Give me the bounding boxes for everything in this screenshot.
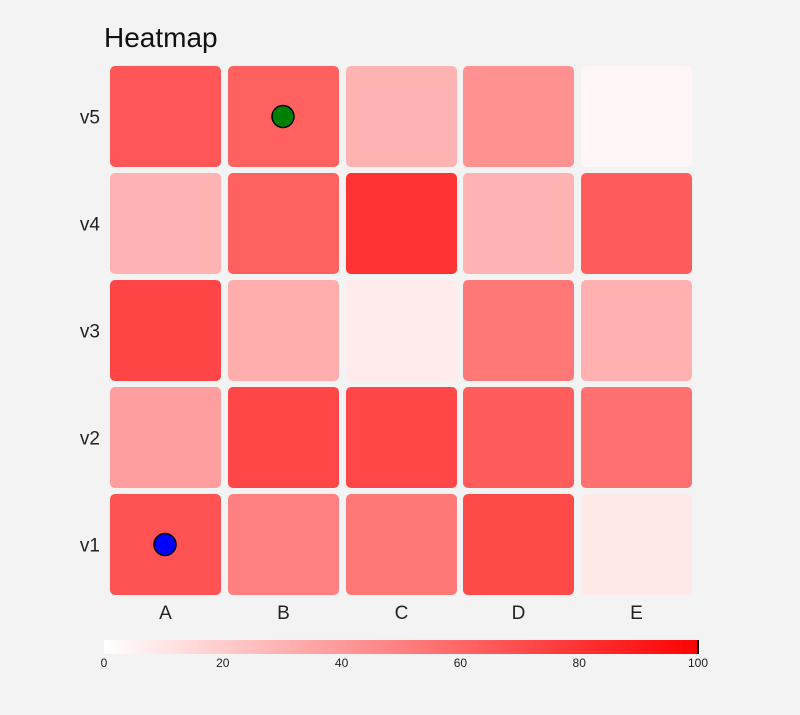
colorbar-tick-80: 80 [573,656,587,670]
heatmap-cell-B-v3 [228,280,339,381]
y-label-v2: v2 [80,429,100,450]
y-label-v4: v4 [80,215,101,236]
heatmap-cell-C-v4 [346,173,457,274]
colorbar-tick-60: 60 [454,656,468,670]
chart-title: Heatmap [104,22,218,53]
heatmap-cell-E-v3 [581,280,692,381]
heatmap-cell-B-v4 [228,173,339,274]
x-label-B: B [277,603,290,624]
y-label-v5: v5 [80,108,100,129]
marker-B-v5 [271,104,295,129]
x-label-E: E [630,603,643,624]
x-label-A: A [159,603,172,624]
y-label-v3: v3 [80,322,100,343]
overlay-markers [153,104,295,557]
heatmap-cell-D-v5 [463,66,574,167]
heatmap-cell-E-v1 [581,494,692,595]
colorbar-tick-20: 20 [216,656,230,670]
x-label-D: D [512,603,526,624]
heatmap-cell-E-v4 [581,173,692,274]
heatmap-cell-D-v4 [463,173,574,274]
heatmap-cell-A-v3 [110,280,221,381]
heatmap-cell-C-v2 [346,387,457,488]
marker-A-v1 [153,532,177,557]
heatmap-cell-D-v2 [463,387,574,488]
heatmap-cell-C-v5 [346,66,457,167]
colorbar-tick-100: 100 [688,656,708,670]
heatmap-cell-A-v4 [110,173,221,274]
heatmap-cell-E-v5 [581,66,692,167]
x-axis-labels: A B C D E [159,603,643,624]
heatmap-cell-D-v1 [463,494,574,595]
colorbar: 0 20 40 60 80 100 [101,640,709,670]
heatmap-cell-C-v1 [346,494,457,595]
heatmap-cell-B-v2 [228,387,339,488]
colorbar-tick-0: 0 [101,656,108,670]
y-axis-labels: v1 v2 v3 v4 v5 [80,108,101,557]
heatmap-cell-A-v2 [110,387,221,488]
heatmap-cell-D-v3 [463,280,574,381]
heatmap-cell-C-v3 [346,280,457,381]
colorbar-gradient [104,640,699,654]
heatmap-cell-E-v2 [581,387,692,488]
x-label-C: C [395,603,409,624]
colorbar-tick-40: 40 [335,656,349,670]
colorbar-ticks: 0 20 40 60 80 100 [101,656,709,670]
y-label-v1: v1 [80,536,100,557]
heatmap-cell-A-v5 [110,66,221,167]
heatmap-cells [110,66,692,595]
heatmap-cell-B-v1 [228,494,339,595]
